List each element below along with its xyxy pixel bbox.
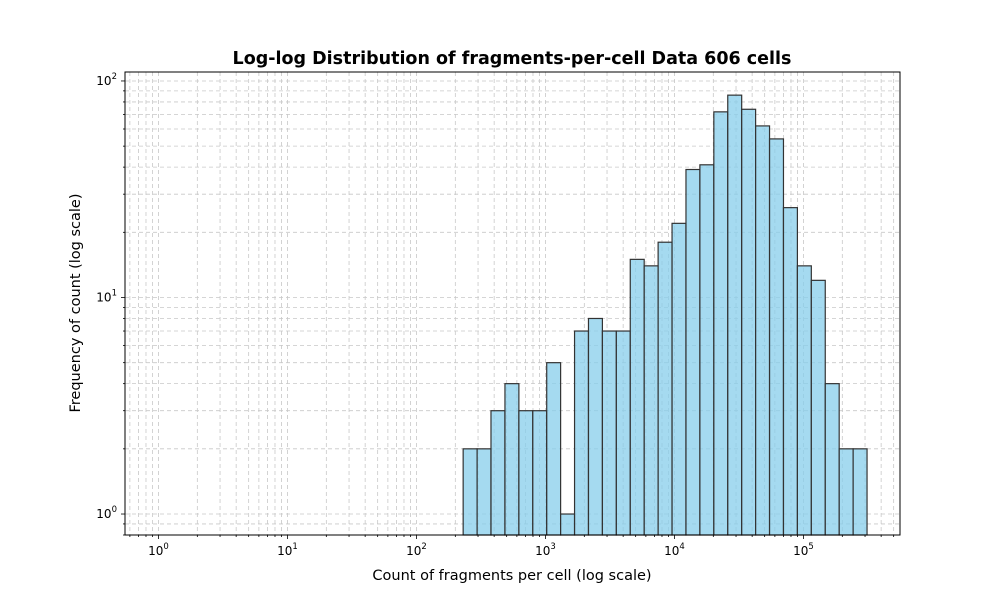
x-tick-label: 105 [793, 542, 814, 558]
histogram-bar [755, 125, 771, 536]
histogram-bar [546, 362, 562, 536]
x-tick-label: 101 [277, 542, 298, 558]
histogram-bar [657, 241, 673, 536]
histogram-bar [741, 108, 757, 536]
histogram-bar [699, 164, 715, 536]
histogram-bar [796, 265, 812, 536]
x-tick-label: 103 [535, 542, 556, 558]
plot-frame [124, 71, 901, 536]
histogram-bar [643, 265, 659, 536]
histogram-bar [838, 448, 854, 536]
histogram-bar [671, 222, 687, 536]
histogram-bar [768, 138, 785, 536]
histogram-bar [852, 448, 868, 536]
histogram-bar [824, 383, 840, 536]
histogram-bar [476, 448, 492, 536]
chart-title: Log-log Distribution of fragments-per-ce… [233, 49, 792, 69]
y-tick-label: 102 [96, 72, 117, 88]
axis-ticks: 100 101 102 103 104 105 100 101 102 [96, 72, 895, 558]
x-tick-label: 100 [148, 542, 169, 558]
histogram-bar [504, 383, 520, 536]
histogram-bar [560, 513, 576, 536]
histogram-bar [713, 111, 729, 536]
histogram-bar [810, 279, 826, 536]
histogram-bar [532, 410, 548, 536]
histogram-bar [490, 410, 506, 536]
histogram-bar [601, 330, 617, 536]
y-tick-label: 101 [96, 288, 117, 304]
histogram-bar [782, 207, 798, 536]
y-tick-label: 100 [96, 505, 117, 521]
x-tick-label: 104 [664, 542, 685, 558]
histogram-bar [685, 168, 701, 536]
histogram-bar [573, 330, 590, 536]
histogram-bar [462, 448, 478, 536]
x-tick-label: 102 [406, 542, 427, 558]
histogram-bar [518, 410, 534, 536]
y-axis-label: Frequency of count (log scale) [68, 193, 84, 412]
histogram-bar [587, 317, 604, 536]
x-axis-label: Count of fragments per cell (log scale) [372, 568, 651, 584]
histogram-bar [629, 258, 645, 536]
histogram-bar [615, 330, 631, 536]
histogram-bar [727, 94, 743, 536]
